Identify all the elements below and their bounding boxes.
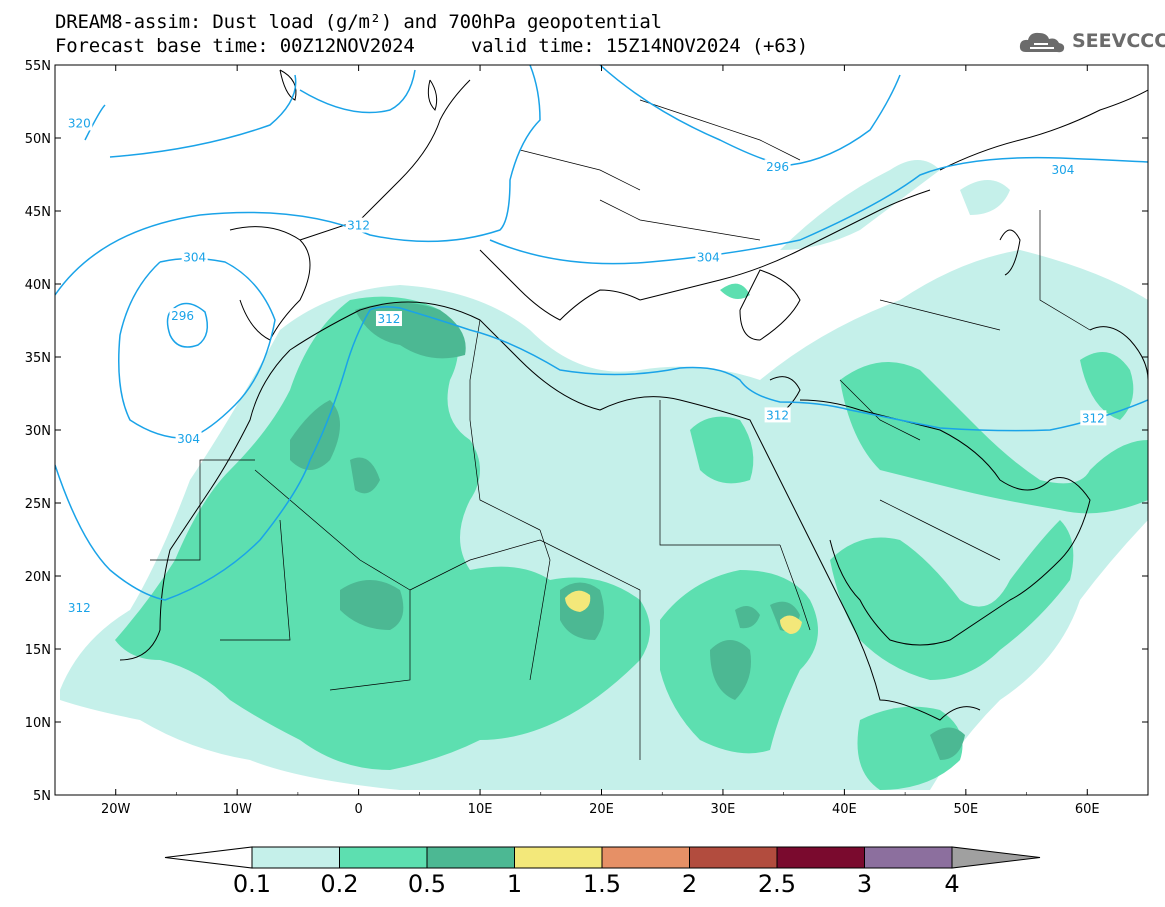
contour-labels: 320 312 296 304 304 296 312 304 304 312 312 312 — [66, 115, 1107, 616]
lon-tick-label: 20W — [101, 802, 131, 817]
colorbar-level-label: 0.1 — [233, 870, 271, 898]
map-area — [55, 65, 1148, 790]
contour-label-bg — [175, 430, 202, 446]
chart-title-line1: DREAM8-assim: Dust load (g/m²) and 700hP… — [55, 11, 662, 33]
lat-tick-label: 10N — [25, 716, 51, 731]
contour-label-text: 304 — [1052, 163, 1075, 177]
contour-label: 304 — [181, 249, 208, 265]
country-borders — [150, 99, 1091, 760]
contour-label-text: 312 — [378, 312, 401, 326]
lon-tick-label: 30E — [711, 802, 736, 817]
chart-title-line2: Forecast base time: 00Z12NOV2024 valid t… — [55, 35, 809, 57]
coastlines — [119, 69, 1148, 721]
contour-label-text: 304 — [183, 251, 206, 265]
lon-tick-label: 60E — [1075, 802, 1100, 817]
contour-label-text: 312 — [1082, 411, 1105, 425]
contour-label-bg — [169, 308, 196, 324]
colorbar-level-label: 0.2 — [320, 870, 358, 898]
colorbar-segment — [776, 846, 865, 869]
contour-label: 312 — [764, 407, 791, 423]
colorbar-level-label: 2 — [682, 870, 697, 898]
colorbar-segment — [864, 846, 953, 869]
dust-level-1 — [565, 590, 802, 634]
contour-label: 312 — [375, 311, 402, 327]
colorbar-segment — [514, 846, 603, 869]
lat-tick-label: 35N — [25, 351, 51, 366]
contour-label-text: 312 — [766, 408, 789, 422]
contour-label: 304 — [1049, 162, 1076, 178]
colorbar-segment — [689, 846, 778, 869]
colorbar-level-label: 4 — [944, 870, 959, 898]
contour-label-text: 296 — [766, 160, 789, 174]
lat-tick-label: 45N — [25, 205, 51, 220]
lat-tick-label: 20N — [25, 570, 51, 585]
contour-label-text: 296 — [171, 309, 194, 323]
contour-label: 304 — [175, 430, 202, 446]
contour-label-bg — [66, 115, 93, 131]
contour-label: 296 — [764, 159, 791, 175]
contour-label-text: 320 — [68, 116, 91, 130]
colorbar-segment — [339, 846, 428, 869]
colorbar-left-arrow — [164, 846, 253, 869]
contour-label-text: 312 — [68, 601, 91, 615]
contour-label-text: 312 — [347, 219, 370, 233]
contour-label-text: 304 — [177, 432, 200, 446]
contour-label-text: 304 — [697, 251, 720, 265]
lat-tick-label: 40N — [25, 278, 51, 293]
latitude-axis: 55N 50N 45N 40N 35N 30N 25N 20N 15N 10N 5N — [25, 59, 1148, 804]
lon-tick-label: 20E — [589, 802, 614, 817]
contour-label-bg — [1080, 410, 1107, 426]
lat-tick-label: 15N — [25, 643, 51, 658]
contour-label-bg — [764, 159, 791, 175]
contour-label-bg — [375, 311, 402, 327]
colorbar-level-label: 0.5 — [408, 870, 446, 898]
contour-label-bg — [695, 249, 722, 265]
contour-label: 304 — [695, 249, 722, 265]
lat-tick-label: 25N — [25, 497, 51, 512]
colorbar-right-arrow — [951, 846, 1041, 869]
lon-tick-label: 40E — [832, 802, 857, 817]
lat-tick-label: 55N — [25, 59, 51, 74]
colorbar-level-label: 3 — [857, 870, 872, 898]
lat-tick-label: 50N — [25, 132, 51, 147]
lat-tick-label: 5N — [33, 789, 51, 804]
contour-label: 320 — [66, 115, 93, 131]
logo-text: SEEVCCC — [1072, 30, 1165, 52]
colorbar-segment — [251, 846, 340, 869]
lat-tick-label: 30N — [25, 424, 51, 439]
contour-label-bg — [181, 249, 208, 265]
lon-tick-label: 0 — [354, 802, 362, 817]
lon-tick-label: 10E — [468, 802, 493, 817]
colorbar: 0.1 0.2 0.5 1 1.5 2 2.5 3 4 — [164, 846, 1041, 898]
contour-label: 312 — [345, 217, 372, 233]
colorbar-level-label: 2.5 — [758, 870, 796, 898]
lon-tick-label: 50E — [953, 802, 978, 817]
contour-label: 312 — [66, 600, 93, 616]
seevccc-logo: SEEVCCC — [1018, 28, 1165, 58]
colorbar-segment — [601, 846, 690, 869]
colorbar-level-label: 1.5 — [583, 870, 621, 898]
lon-tick-label: 10W — [222, 802, 252, 817]
contour-label: 296 — [169, 308, 196, 324]
cloud-icon — [1019, 32, 1065, 53]
contour-label: 312 — [1080, 410, 1107, 426]
colorbar-level-label: 1 — [507, 870, 522, 898]
contour-label-bg — [66, 600, 93, 616]
contour-label-bg — [1049, 162, 1076, 178]
colorbar-segment — [426, 846, 515, 869]
contour-label-bg — [764, 407, 791, 423]
contour-label-bg — [345, 217, 372, 233]
